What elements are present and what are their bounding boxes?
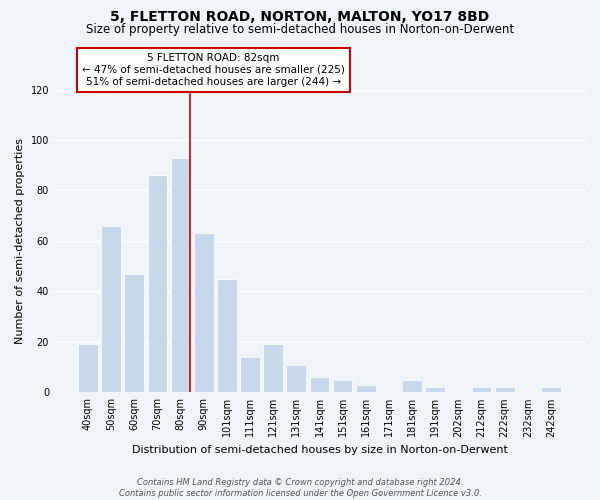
Bar xyxy=(402,380,422,392)
Bar xyxy=(356,384,376,392)
Bar xyxy=(495,388,515,392)
Bar xyxy=(101,226,121,392)
Bar xyxy=(194,234,214,392)
Bar xyxy=(286,364,306,392)
Bar xyxy=(170,158,190,392)
Bar xyxy=(78,344,98,393)
Text: 5, FLETTON ROAD, NORTON, MALTON, YO17 8BD: 5, FLETTON ROAD, NORTON, MALTON, YO17 8B… xyxy=(110,10,490,24)
Bar xyxy=(124,274,144,392)
Text: Contains HM Land Registry data © Crown copyright and database right 2024.
Contai: Contains HM Land Registry data © Crown c… xyxy=(119,478,481,498)
Text: 5 FLETTON ROAD: 82sqm
← 47% of semi-detached houses are smaller (225)
51% of sem: 5 FLETTON ROAD: 82sqm ← 47% of semi-deta… xyxy=(82,54,344,86)
Bar xyxy=(541,388,561,392)
Bar xyxy=(240,357,260,392)
Bar xyxy=(425,388,445,392)
Bar xyxy=(148,176,167,392)
Y-axis label: Number of semi-detached properties: Number of semi-detached properties xyxy=(15,138,25,344)
Bar xyxy=(310,377,329,392)
Bar xyxy=(472,388,491,392)
Bar xyxy=(217,279,236,392)
Bar xyxy=(333,380,352,392)
X-axis label: Distribution of semi-detached houses by size in Norton-on-Derwent: Distribution of semi-detached houses by … xyxy=(131,445,508,455)
Text: Size of property relative to semi-detached houses in Norton-on-Derwent: Size of property relative to semi-detach… xyxy=(86,22,514,36)
Bar xyxy=(263,344,283,393)
